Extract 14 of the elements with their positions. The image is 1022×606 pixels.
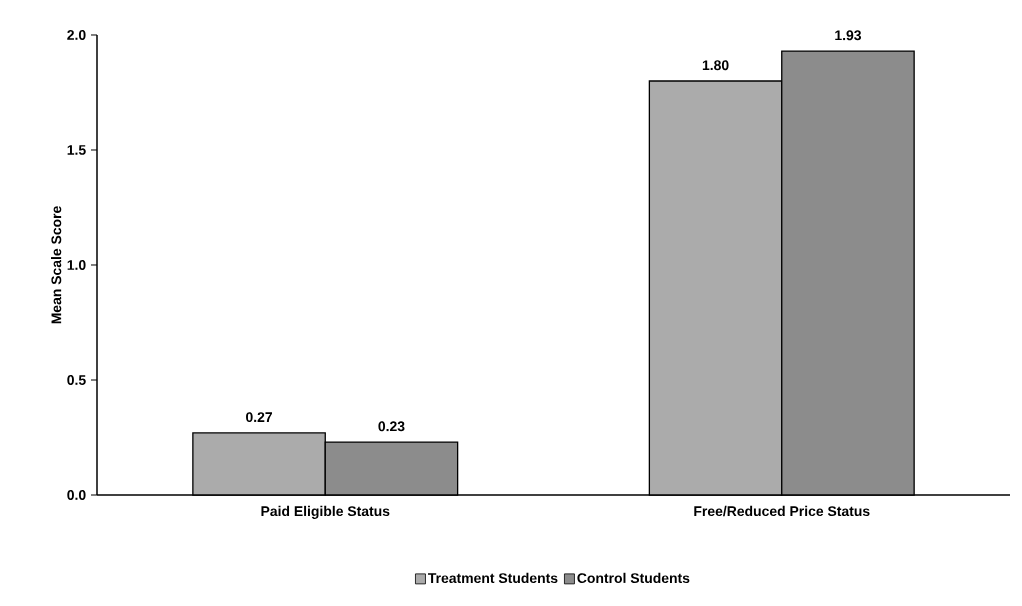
legend-label: Control Students — [577, 572, 690, 584]
y-tick-label: 0.0 — [67, 490, 86, 500]
y-tick-label: 1.5 — [67, 145, 86, 155]
x-tick-label: Free/Reduced Price Status — [694, 505, 870, 517]
data-label: 1.80 — [702, 60, 729, 71]
y-axis-title: Mean Scale Score — [51, 206, 62, 324]
legend-label: Treatment Students — [428, 572, 558, 584]
data-label: 0.23 — [378, 421, 405, 432]
y-tick-label: 1.0 — [67, 260, 86, 270]
y-tick-label: 2.0 — [67, 30, 86, 40]
data-label: 1.93 — [835, 30, 862, 41]
data-label: 0.27 — [246, 412, 273, 423]
x-tick-label: Paid Eligible Status — [261, 505, 390, 519]
y-tick-label: 0.5 — [67, 375, 86, 385]
